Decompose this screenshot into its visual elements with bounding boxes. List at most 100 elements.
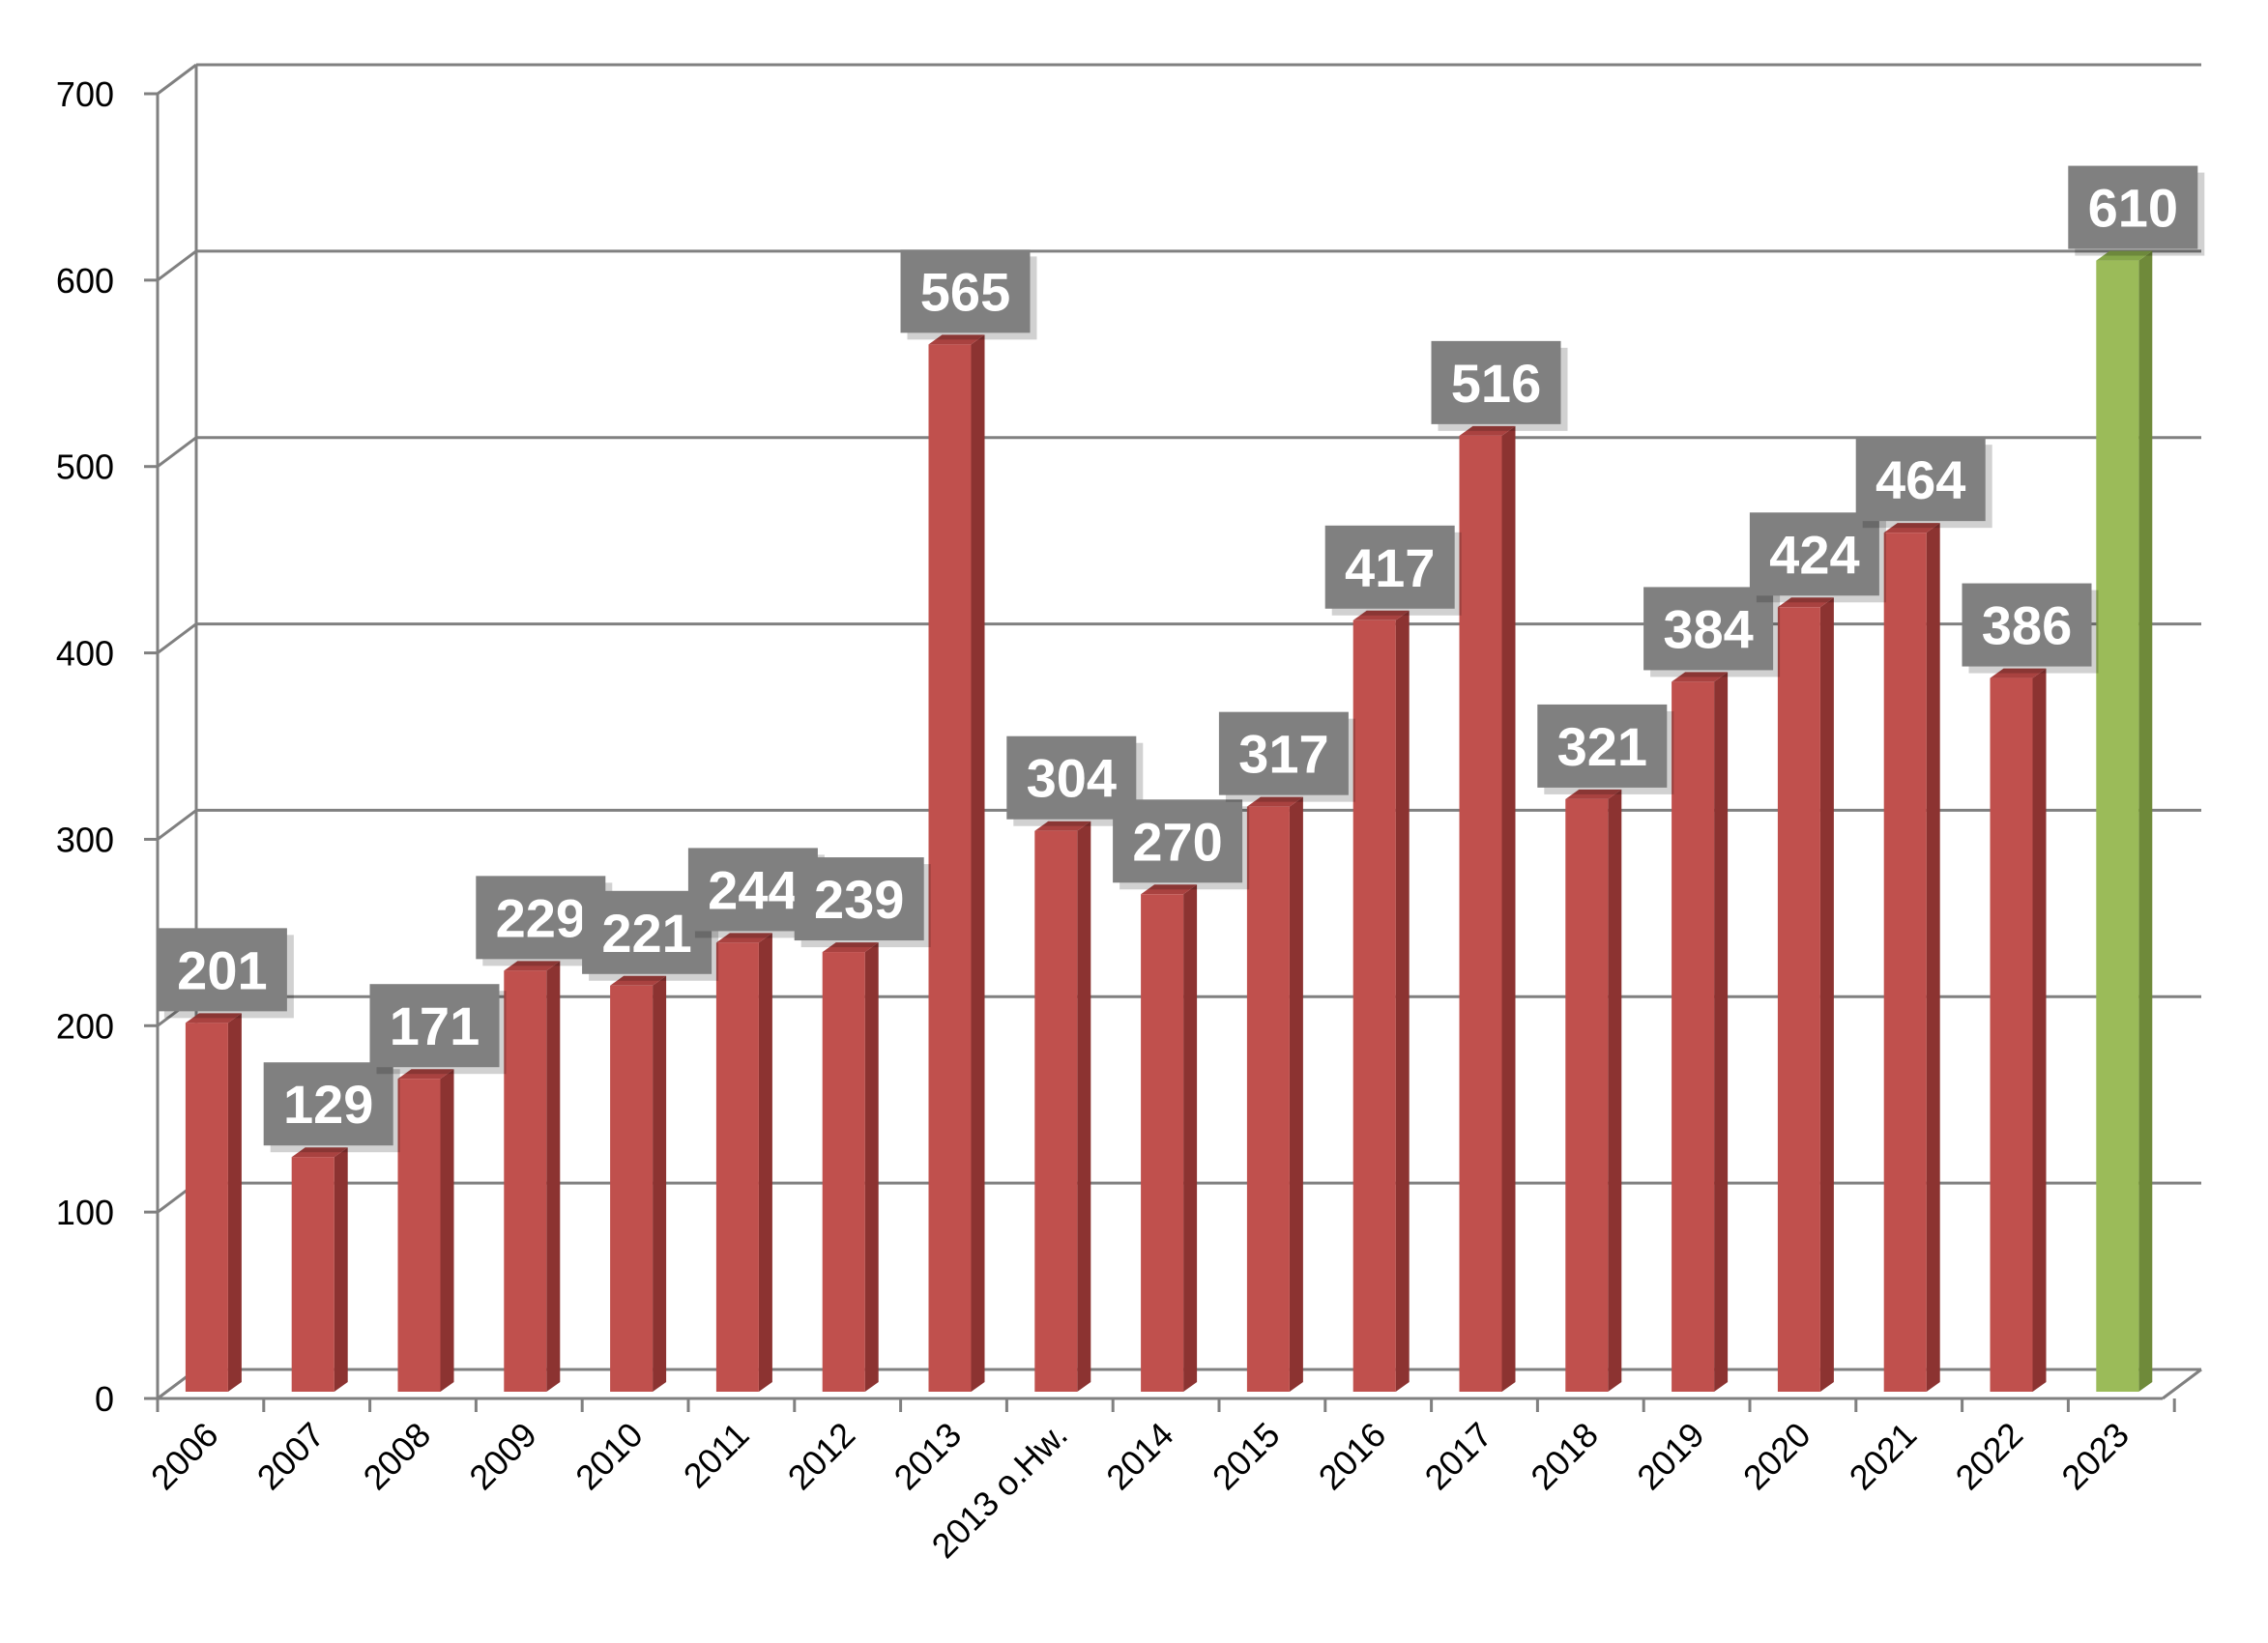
data-label-text: 304 — [1027, 748, 1117, 809]
gridline-connector — [157, 63, 197, 96]
data-label-text: 244 — [708, 859, 798, 920]
bar-front — [397, 1079, 441, 1392]
bar-side — [758, 933, 772, 1392]
data-label-box — [1324, 525, 1455, 609]
bar-front — [1777, 607, 1820, 1392]
bar-side — [1926, 523, 1940, 1392]
data-label: 201 — [157, 928, 294, 1019]
gridline-connector — [157, 436, 197, 468]
data-label-text: 201 — [177, 939, 267, 1000]
data-label: 424 — [1749, 512, 1886, 603]
x-tick-label: 2023 — [2053, 1415, 2137, 1498]
data-label-text: 239 — [814, 869, 904, 930]
bar-side — [1183, 884, 1198, 1392]
gridline-connector — [157, 622, 197, 654]
data-label: 565 — [900, 249, 1037, 340]
bar-side — [227, 1013, 242, 1392]
bar — [822, 942, 879, 1392]
y-tick-label: 300 — [56, 820, 114, 859]
data-label-text: 464 — [1875, 449, 1965, 510]
x-tick-label: 2007 — [249, 1415, 333, 1498]
bar-top — [1990, 668, 2047, 678]
bar — [1246, 796, 1303, 1392]
data-label-text: 424 — [1769, 524, 1859, 585]
bar-side — [546, 961, 561, 1392]
bar-top — [715, 933, 772, 943]
y-tick-label: 0 — [95, 1379, 114, 1419]
bar-top — [397, 1069, 454, 1080]
y-tick-label: 400 — [56, 634, 114, 674]
data-label: 171 — [369, 984, 507, 1075]
gridline-connector — [157, 249, 197, 282]
bar-front — [1672, 681, 1715, 1392]
bar-front — [291, 1157, 334, 1392]
bar-side — [1395, 610, 1410, 1392]
bar — [291, 1147, 348, 1392]
bar — [1352, 610, 1410, 1392]
bar-top — [822, 942, 879, 953]
bar-top — [1459, 425, 1516, 436]
bar-side — [1289, 796, 1303, 1392]
data-label: 610 — [2068, 165, 2205, 256]
x-tick-label: 2013 — [887, 1415, 970, 1498]
data-label: 321 — [1537, 704, 1674, 794]
bar-front — [2096, 260, 2139, 1393]
data-label: 317 — [1218, 711, 1355, 802]
x-tick-label: 2011 — [676, 1415, 757, 1496]
bar-side — [1819, 597, 1834, 1392]
data-label-text: 229 — [496, 887, 586, 948]
bar-front — [185, 1023, 228, 1392]
bar-front — [1352, 620, 1396, 1392]
bar — [1990, 668, 2047, 1392]
data-label-box — [369, 984, 500, 1068]
bar — [1883, 523, 1940, 1392]
y-tick-label: 700 — [56, 74, 114, 114]
bar — [610, 975, 667, 1392]
bar — [1672, 672, 1729, 1392]
y-tick-label: 600 — [56, 261, 114, 301]
data-label-text: 171 — [390, 995, 480, 1056]
x-tick-label: 2019 — [1629, 1415, 1712, 1498]
data-label-box — [1855, 438, 1986, 522]
bar-side — [653, 975, 667, 1392]
x-tick-label: 2009 — [461, 1415, 544, 1498]
bar-top — [185, 1013, 242, 1023]
floor-right-edge — [2162, 1368, 2202, 1400]
data-label-box — [2068, 165, 2198, 249]
x-tick-label: 2016 — [1311, 1415, 1394, 1498]
bar-top — [1883, 523, 1940, 533]
data-label-box — [1962, 583, 2092, 667]
bar — [1777, 597, 1834, 1392]
bar-front — [1565, 798, 1609, 1392]
data-label: 129 — [263, 1062, 400, 1153]
x-tick-label: 2020 — [1735, 1415, 1818, 1498]
x-tick-label: 2018 — [1523, 1415, 1606, 1498]
bar — [1459, 425, 1516, 1392]
bar-side — [1501, 425, 1516, 1392]
x-tick-label: 2014 — [1098, 1415, 1181, 1498]
bar-top — [610, 975, 667, 986]
bar-top — [1141, 884, 1198, 895]
bar-side — [334, 1147, 348, 1392]
bar-front — [1459, 435, 1502, 1392]
bar-top — [1672, 672, 1729, 682]
data-label: 516 — [1431, 340, 1568, 431]
bar-side — [864, 942, 879, 1392]
data-label-text: 270 — [1132, 811, 1222, 872]
bar-top — [1565, 789, 1622, 799]
x-tick-label: 2021 — [1842, 1415, 1925, 1498]
bar-front — [1990, 677, 2033, 1392]
data-label-text: 516 — [1451, 353, 1541, 414]
bar-top — [1034, 821, 1091, 831]
bar — [185, 1013, 242, 1392]
bar-top — [291, 1147, 348, 1158]
x-tick-label: 2006 — [143, 1415, 226, 1498]
bar — [2096, 250, 2153, 1393]
bar — [928, 334, 985, 1392]
bar-side — [971, 334, 985, 1392]
bar — [715, 933, 772, 1392]
data-label-text: 321 — [1557, 716, 1647, 777]
data-label-text: 221 — [601, 903, 691, 964]
x-tick-label: 2017 — [1417, 1415, 1500, 1498]
